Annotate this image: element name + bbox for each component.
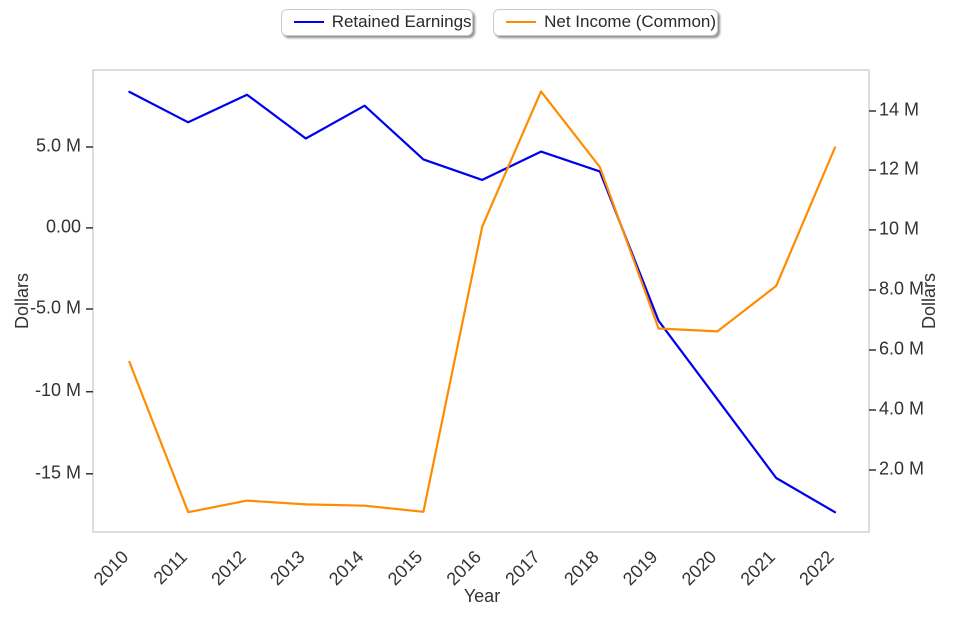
svg-text:2010: 2010 — [90, 547, 132, 589]
svg-text:2021: 2021 — [737, 547, 779, 589]
svg-text:2018: 2018 — [560, 547, 602, 589]
svg-text:10 M: 10 M — [879, 218, 919, 238]
svg-text:2012: 2012 — [207, 547, 249, 589]
svg-text:Dollars: Dollars — [12, 273, 32, 329]
svg-text:8.0 M: 8.0 M — [879, 279, 924, 299]
svg-text:14 M: 14 M — [879, 100, 919, 120]
svg-text:Year: Year — [464, 586, 500, 606]
svg-text:2011: 2011 — [150, 547, 192, 589]
svg-text:0.00: 0.00 — [46, 216, 81, 236]
svg-text:2013: 2013 — [266, 547, 308, 589]
svg-text:2020: 2020 — [678, 547, 720, 589]
svg-text:-15 M: -15 M — [35, 462, 81, 482]
svg-text:4.0 M: 4.0 M — [879, 399, 924, 419]
svg-text:12 M: 12 M — [879, 159, 919, 179]
svg-text:2014: 2014 — [325, 547, 367, 589]
svg-text:-5.0 M: -5.0 M — [30, 298, 81, 318]
svg-text:-10 M: -10 M — [35, 380, 81, 400]
svg-text:2016: 2016 — [443, 547, 485, 589]
svg-text:6.0 M: 6.0 M — [879, 339, 924, 359]
svg-text:2017: 2017 — [501, 547, 543, 589]
svg-text:Dollars: Dollars — [919, 273, 939, 329]
svg-text:2015: 2015 — [384, 547, 426, 589]
svg-text:2019: 2019 — [619, 547, 661, 589]
svg-text:5.0 M: 5.0 M — [36, 136, 81, 156]
svg-text:2022: 2022 — [795, 547, 837, 589]
svg-text:2.0 M: 2.0 M — [879, 459, 924, 479]
